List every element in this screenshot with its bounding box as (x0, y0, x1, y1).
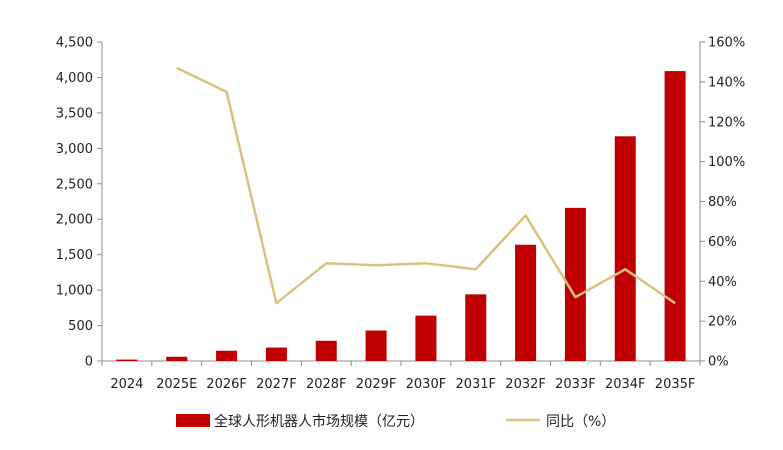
chart-axes (97, 41, 705, 366)
y-right-tick-label: 40% (708, 275, 737, 290)
x-tick-label: 2033F (555, 377, 596, 392)
bar (515, 244, 537, 361)
bar (265, 347, 287, 361)
legend-label-bar: 全球人形机器人市场规模（亿元） (214, 413, 424, 430)
x-tick-label: 2028F (306, 377, 347, 392)
y-left-tick-label: 4,000 (56, 71, 93, 86)
y-right-tick-label: 0% (708, 355, 729, 370)
x-tick-label: 2031F (455, 377, 496, 392)
x-tick-label: 2034F (605, 377, 646, 392)
y-left-tick-label: 500 (68, 319, 93, 334)
x-tick-label: 2035F (655, 377, 696, 392)
x-tick-label: 2029F (356, 377, 397, 392)
chart-bars (116, 71, 686, 361)
x-tick-label: 2024 (110, 377, 143, 392)
y-left-tick-label: 1,000 (56, 284, 93, 299)
y-left-tick-label: 1,500 (56, 248, 93, 263)
y-left-tick-label: 0 (85, 355, 93, 370)
x-tick-label: 2027F (256, 377, 297, 392)
y-left-tick-label: 4,500 (56, 36, 93, 51)
y-right-tick-label: 160% (708, 36, 745, 51)
x-tick-label: 2032F (505, 377, 546, 392)
y-left-tick-label: 2,500 (56, 177, 93, 192)
chart-ticks: 0 500 1,000 1,500 2,000 2,500 3,000 3,500 4,000 4… (56, 36, 745, 393)
y-right-tick-label: 140% (708, 75, 745, 90)
bar (614, 136, 636, 361)
bar (465, 294, 487, 361)
chart-line (176, 66, 676, 305)
legend: 全球人形机器人市场规模（亿元） 同比（%） (176, 413, 615, 430)
x-tick-label: 2030F (406, 377, 447, 392)
bar (664, 71, 686, 361)
y-right-tick-label: 20% (708, 315, 737, 330)
y-right-tick-label: 100% (708, 155, 745, 170)
y-left-tick-label: 2,000 (56, 213, 93, 228)
bar (415, 315, 437, 361)
y-left-tick-label: 3,500 (56, 106, 93, 121)
y-right-tick-label: 120% (708, 115, 745, 130)
legend-swatch-bar (176, 414, 210, 427)
bar (116, 359, 138, 361)
yoy-line (176, 66, 676, 305)
x-tick-label: 2025E (156, 377, 197, 392)
bar (315, 340, 337, 361)
bar (365, 330, 387, 361)
y-right-tick-label: 60% (708, 235, 737, 250)
bar (166, 356, 188, 361)
y-left-tick-label: 3,000 (56, 142, 93, 157)
bar (216, 350, 238, 361)
y-right-tick-label: 80% (708, 195, 737, 210)
legend-label-line: 同比（%） (546, 414, 615, 430)
bar (564, 207, 586, 361)
x-tick-label: 2026F (206, 377, 247, 392)
